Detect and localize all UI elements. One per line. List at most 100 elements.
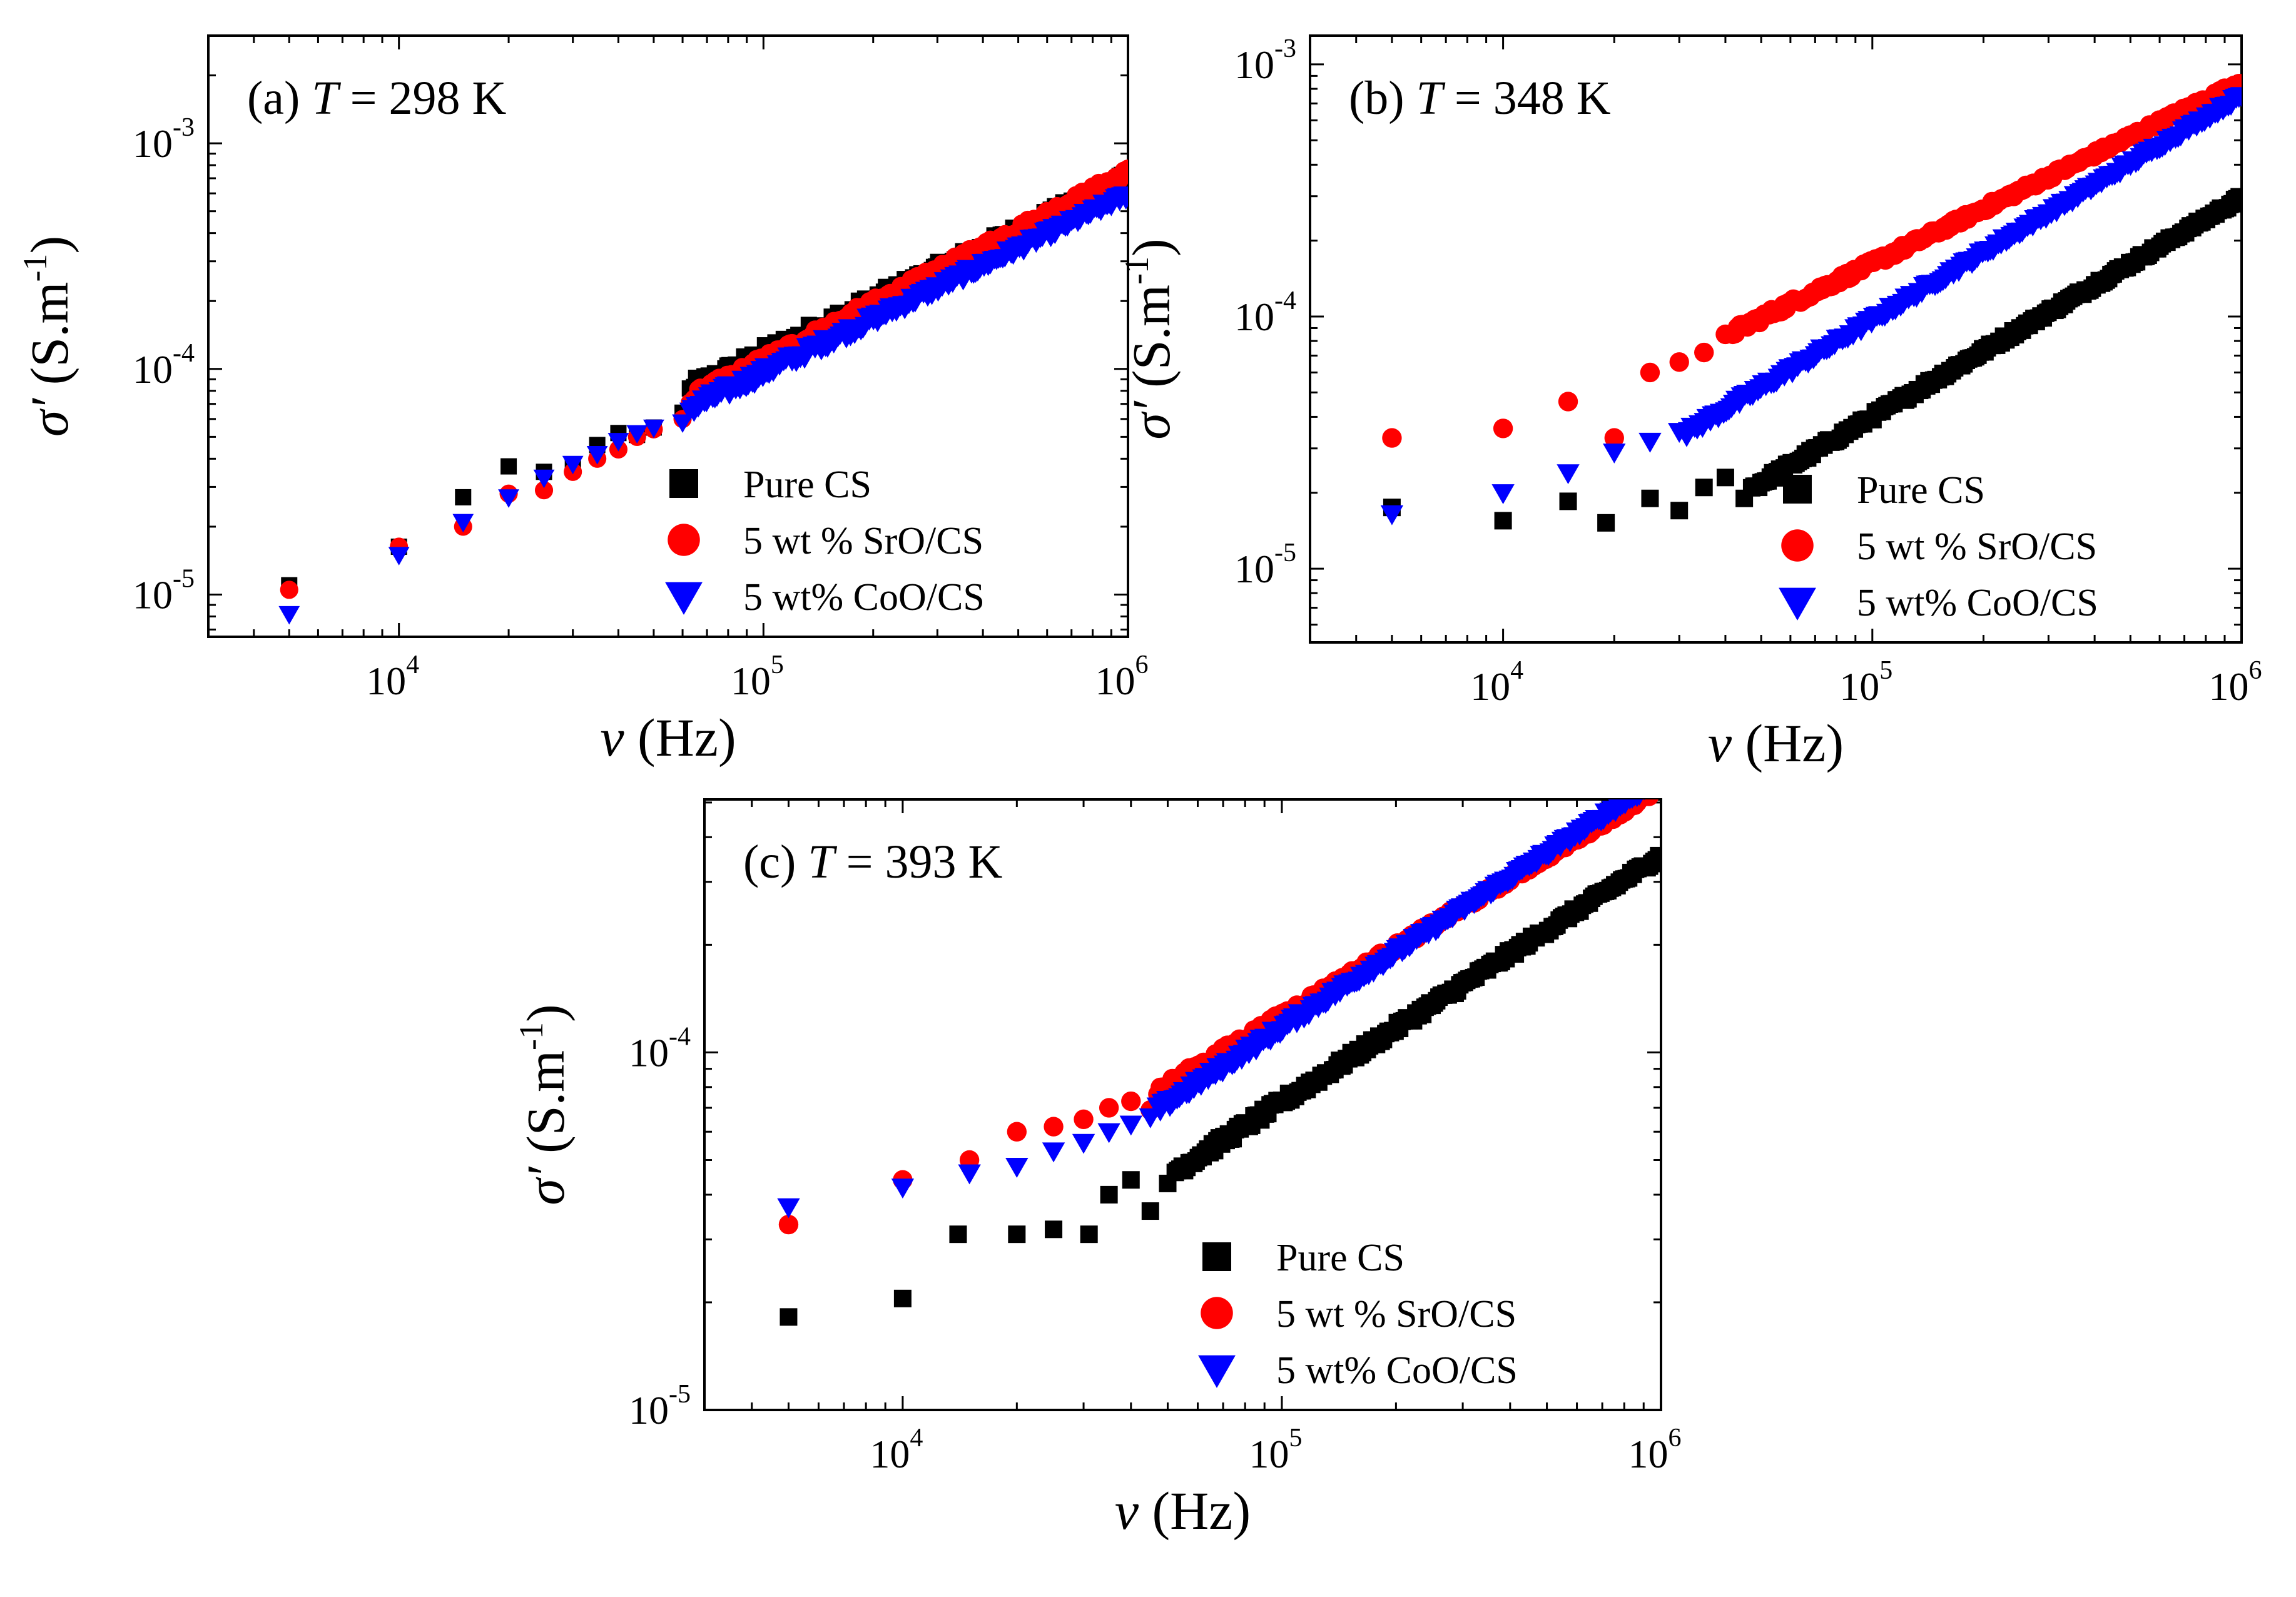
legend-marker-triangle [1198, 1355, 1236, 1388]
data-point [1045, 1220, 1063, 1239]
y-axis-label: σ′ (S.m-1) [16, 236, 79, 437]
plot-frame [207, 34, 1129, 638]
data-point [1005, 1157, 1029, 1178]
panel-title: (c) T = 393 K [743, 836, 1003, 888]
data-point [280, 580, 298, 599]
data-point [1100, 1185, 1118, 1204]
data-point [891, 1179, 915, 1199]
legend-label: Pure CS [1276, 1237, 1405, 1279]
data-point [958, 1164, 981, 1185]
data-point [780, 1308, 798, 1326]
data-point [500, 458, 517, 475]
legend-label: 5 wt% CoO/CS [1276, 1349, 1518, 1392]
data-point [1603, 444, 1626, 464]
series-square [780, 846, 1661, 1326]
data-point [1119, 1115, 1142, 1136]
data-point [586, 446, 608, 465]
x-axis-label: ν (Hz) [1115, 1481, 1251, 1541]
data-point [1494, 512, 1512, 530]
legend-marker-square [1202, 1242, 1231, 1271]
data-point [1641, 489, 1659, 507]
data-point [498, 489, 519, 508]
panels: 104 105 106 10-5 10-4 10-3 ν (Hz) σ′ (S.m-1) (a)… [16, 34, 2262, 1541]
data-point [1121, 1091, 1141, 1112]
data-point [1119, 160, 1128, 178]
data-point [1080, 1225, 1098, 1244]
legend-marker-square [669, 469, 698, 498]
data-point [2230, 87, 2242, 108]
legend-marker-circle [1201, 1297, 1233, 1329]
data-point [1643, 799, 1645, 801]
legend: Pure CS 5 wt % SrO/CS 5 wt% CoO/CS [665, 464, 985, 619]
series-square [1383, 188, 2242, 532]
data-point [893, 1289, 912, 1307]
x-tick-label: 105 [1839, 656, 1892, 709]
data-point [1638, 432, 1662, 453]
data-point [533, 469, 555, 489]
x-tick-label: 104 [1470, 656, 1523, 709]
data-point [1669, 352, 1689, 372]
panel-title: (b) T = 348 K [1349, 72, 1611, 124]
data-point [1652, 848, 1661, 866]
data-point [949, 1225, 967, 1244]
legend-label: 5 wt % SrO/CS [1857, 525, 2097, 568]
legend-label: 5 wt% CoO/CS [743, 576, 985, 619]
data-point [1141, 1202, 1159, 1220]
y-tick-label: 10-5 [133, 565, 195, 617]
data-point [1008, 1225, 1026, 1244]
y-axis-label: σ′ (S.m-1) [1118, 238, 1181, 439]
data-point [1716, 469, 1734, 487]
series-triangle [1380, 87, 2242, 525]
panel-title: (a) T = 298 K [247, 72, 507, 124]
data-point [1099, 1098, 1119, 1118]
series-triangle [777, 799, 1645, 1219]
data-point [643, 419, 664, 439]
data-point [1597, 514, 1615, 532]
x-tick-label: 105 [1249, 1424, 1302, 1476]
data-point [455, 489, 472, 505]
data-point [1382, 428, 1402, 448]
data-point [1042, 1142, 1065, 1163]
legend-label: 5 wt % SrO/CS [743, 520, 983, 562]
y-axis-label: σ′ (S.m-1) [512, 1004, 576, 1205]
data-point [672, 414, 693, 433]
data-marks [1380, 73, 2242, 532]
data-point [607, 433, 629, 452]
data-point [1670, 502, 1689, 520]
data-point [1695, 479, 1713, 497]
data-point [1122, 1171, 1140, 1189]
x-tick-label: 104 [366, 651, 419, 703]
legend-marker-triangle [665, 582, 703, 615]
data-point [1491, 484, 1515, 504]
data-point [1635, 799, 1643, 806]
data-point [777, 1198, 800, 1219]
data-point [1072, 1133, 1095, 1154]
data-point [534, 481, 554, 500]
axis-ticks [1309, 36, 2243, 642]
data-point [1653, 799, 1659, 800]
chart-panel-c: 104 105 106 10-5 10-4 ν (Hz) σ′ (S.m-1) (c) T =… [512, 798, 1682, 1541]
x-tick-label: 106 [1628, 1424, 1682, 1476]
x-tick-label: 106 [2209, 656, 2262, 709]
data-point [778, 1214, 799, 1235]
data-point [452, 514, 474, 533]
data-point [1007, 1122, 1027, 1142]
x-axis-label: ν (Hz) [1708, 713, 1844, 773]
data-point [388, 547, 410, 565]
data-point [1558, 392, 1578, 412]
legend-marker-triangle [1779, 587, 1816, 621]
series-triangle [278, 186, 1128, 625]
chart-panel-b: 104 105 106 10-5 10-4 10-3 ν (Hz) σ′ (S.m-1) (b)… [1118, 34, 2262, 773]
legend-label: 5 wt% CoO/CS [1857, 582, 2098, 624]
y-tick-label: 10-3 [133, 113, 195, 166]
axis-ticks [207, 34, 1129, 637]
data-point [1604, 428, 1624, 448]
plot-frame [1309, 34, 2243, 644]
data-point [1380, 505, 1404, 525]
y-tick-label: 10-5 [629, 1380, 691, 1432]
data-point [562, 455, 584, 475]
legend: Pure CS 5 wt % SrO/CS 5 wt% CoO/CS [1198, 1237, 1518, 1392]
x-tick-label: 105 [731, 651, 784, 703]
legend-label: Pure CS [743, 464, 871, 506]
